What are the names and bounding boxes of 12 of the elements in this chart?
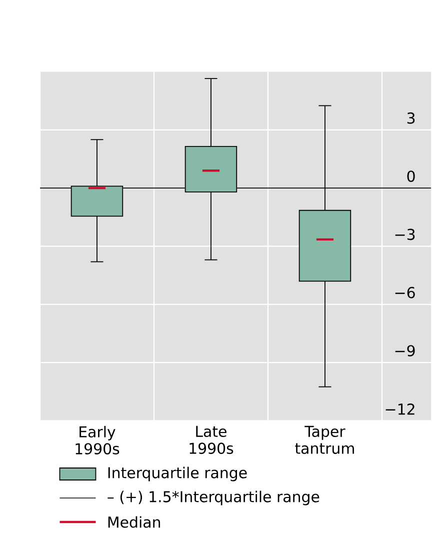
x-tick-label: Late 1990s [190, 426, 234, 454]
y-tick-label: −6 [396, 286, 416, 298]
x-tick-label: Early 1990s [76, 426, 120, 454]
text: Median [108, 516, 160, 528]
y-tick-label: −9 [396, 345, 415, 356]
y-tick-label: −12 [386, 403, 415, 415]
y-tick-label: 3 [408, 112, 415, 124]
text: – (+) 1.5*Interquartile range [108, 490, 320, 506]
legend-label: Interquartile range [108, 466, 247, 482]
x-tick-label: Taper tantrum [295, 426, 354, 454]
y-tick-label: −3 [396, 228, 415, 240]
y-tick-label: 0 [407, 170, 416, 182]
